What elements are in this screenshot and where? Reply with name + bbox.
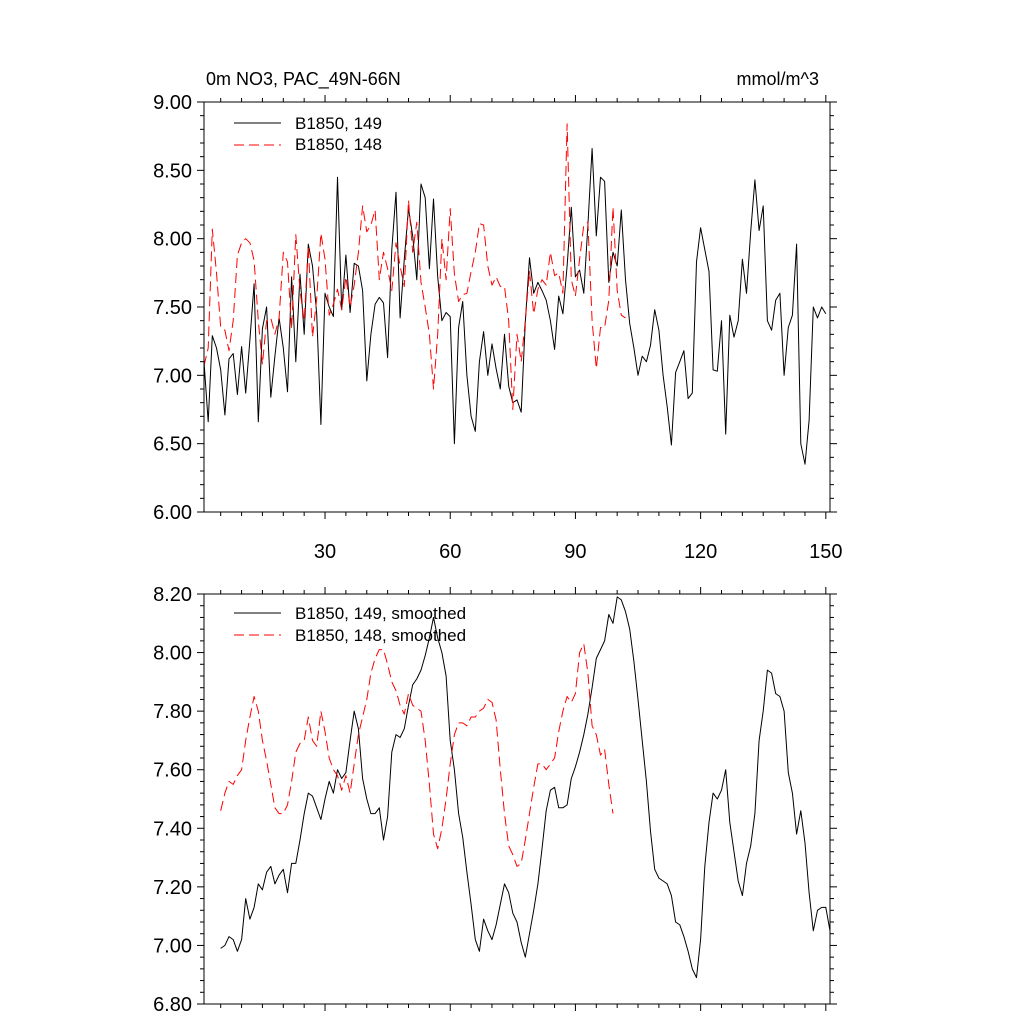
panel0-ytick-label: 8.00	[153, 229, 192, 251]
panel0-ytick-label: 9.00	[153, 92, 192, 114]
panel0-ytick-label: 8.50	[153, 160, 192, 182]
panel0-xtick-label: 150	[809, 541, 842, 563]
panel0-ytick-label: 6.50	[153, 434, 192, 456]
panel0-xtick-label: 30	[314, 541, 336, 563]
top-panel-ticks: 6.00 6.50 7.00 7.50 8.00 8.50 9.00 30 60 90 120 150	[153, 92, 842, 563]
bottom-panel: 6.80 7.00 7.20 7.40 7.60 7.80 8.00 8.20 B1850, …	[153, 584, 837, 1016]
bottom-panel-series-layer	[220, 596, 831, 979]
panel1-ytick-label: 6.80	[153, 994, 192, 1016]
panel0-xtick-label: 90	[564, 541, 586, 563]
panel1-ytick-label: 7.20	[153, 877, 192, 899]
legend-label-b1850-148-smoothed: B1850, 148, smoothed	[295, 626, 466, 645]
panel0-xtick-label: 120	[684, 541, 717, 563]
panel1-ytick-label: 7.00	[153, 935, 192, 957]
panel0-series-b1850-148	[203, 123, 626, 410]
panel1-series-b1850-149-smoothed	[220, 596, 831, 979]
panel1-ytick-label: 7.40	[153, 818, 192, 840]
legend-label-b1850-149-smoothed: B1850, 149, smoothed	[295, 604, 466, 623]
panel0-ytick-label: 6.00	[153, 502, 192, 524]
panel0-xtick-label: 60	[439, 541, 461, 563]
panel0-ytick-label: 7.50	[153, 297, 192, 319]
panel0-ytick-label: 7.00	[153, 365, 192, 387]
top-panel-series-layer	[203, 123, 827, 465]
panel1-ytick-label: 7.60	[153, 760, 192, 782]
legend-label-b1850-148: B1850, 148	[295, 135, 382, 154]
top-panel-frame	[203, 101, 831, 513]
top-panel: 0m NO3, PAC_49N-66N mmol/m^3 6.00 6.50 7.0…	[153, 69, 842, 563]
panel1-ytick-label: 7.80	[153, 701, 192, 723]
bottom-panel-ticks: 6.80 7.00 7.20 7.40 7.60 7.80 8.00 8.20	[153, 584, 837, 1016]
bottom-panel-legend: B1850, 149, smoothed B1850, 148, smoothe…	[234, 604, 466, 645]
top-panel-units: mmol/m^3	[737, 69, 819, 89]
panel1-ytick-label: 8.00	[153, 643, 192, 665]
legend-label-b1850-149: B1850, 149	[295, 114, 382, 133]
panel1-series-b1850-148-smoothed	[220, 643, 614, 867]
panel0-series-b1850-149	[203, 148, 827, 465]
panel1-ytick-label: 8.20	[153, 584, 192, 606]
top-panel-legend: B1850, 149 B1850, 148	[234, 114, 382, 154]
top-panel-title: 0m NO3, PAC_49N-66N	[206, 69, 401, 90]
bottom-panel-frame	[203, 593, 831, 1005]
